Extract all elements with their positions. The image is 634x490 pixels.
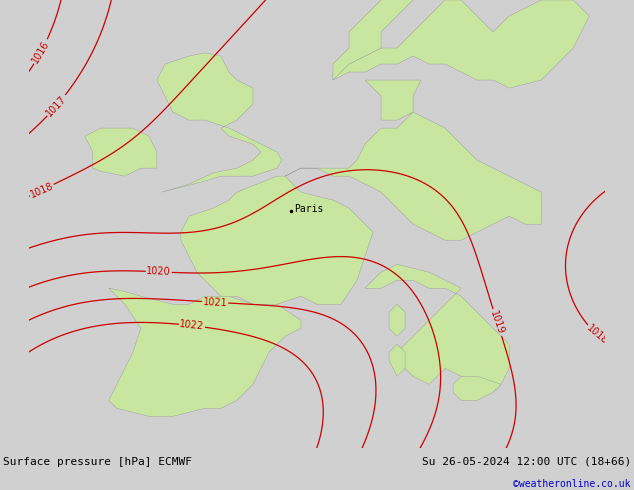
- Polygon shape: [389, 304, 405, 336]
- Text: 1019: 1019: [489, 309, 506, 336]
- Polygon shape: [365, 264, 509, 392]
- Polygon shape: [389, 344, 405, 376]
- Polygon shape: [453, 376, 501, 400]
- Polygon shape: [157, 53, 281, 192]
- Text: Paris: Paris: [295, 204, 324, 214]
- Text: 1017: 1017: [44, 93, 68, 118]
- Text: Surface pressure [hPa] ECMWF: Surface pressure [hPa] ECMWF: [3, 457, 192, 466]
- Text: 1018: 1018: [585, 323, 610, 346]
- Polygon shape: [365, 80, 421, 120]
- Text: 1022: 1022: [179, 319, 205, 332]
- Text: 1016: 1016: [30, 39, 51, 65]
- Text: ©weatheronline.co.uk: ©weatheronline.co.uk: [514, 479, 631, 489]
- Polygon shape: [333, 0, 589, 88]
- Polygon shape: [85, 128, 157, 176]
- Text: 1018: 1018: [29, 181, 55, 199]
- Polygon shape: [109, 288, 301, 416]
- Polygon shape: [333, 0, 413, 80]
- Polygon shape: [285, 112, 541, 240]
- Polygon shape: [181, 176, 373, 304]
- Text: 1021: 1021: [203, 296, 228, 308]
- Text: 1020: 1020: [146, 267, 171, 277]
- Text: Su 26-05-2024 12:00 UTC (18+66): Su 26-05-2024 12:00 UTC (18+66): [422, 457, 631, 466]
